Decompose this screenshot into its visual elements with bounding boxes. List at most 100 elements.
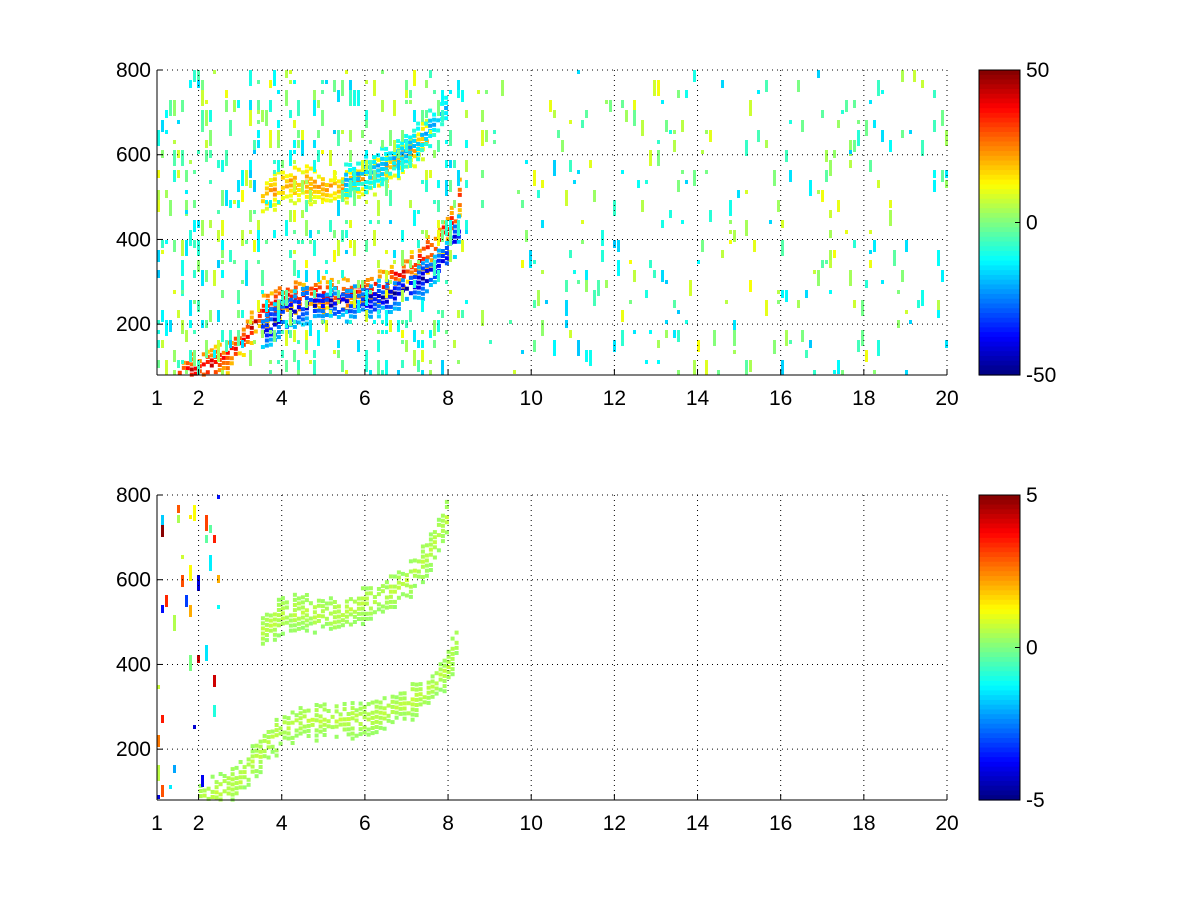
heatmap-cell: [368, 309, 373, 314]
heatmap-cell: [397, 160, 400, 176]
heatmap-cell: [300, 605, 305, 610]
heatmap-cell: [257, 300, 260, 312]
heatmap-cell: [229, 250, 232, 262]
heatmap-cell: [209, 110, 212, 122]
heatmap-cell: [272, 622, 277, 627]
heatmap-cell: [421, 350, 424, 362]
heatmap-cell: [376, 602, 381, 607]
heatmap-cell: [361, 130, 364, 138]
heatmap-cell: [825, 150, 828, 162]
heatmap-cell: [296, 315, 301, 320]
heatmap-cell: [392, 291, 397, 296]
heatmap-cell: [408, 142, 413, 147]
colorbar-segment: [979, 293, 1020, 300]
heatmap-cell: [300, 620, 305, 625]
heatmap-cell: [360, 586, 365, 591]
heatmap-cell: [202, 788, 207, 793]
heatmap-cell: [364, 586, 369, 591]
heatmap-cell: [372, 292, 377, 297]
heatmap-cell: [445, 220, 448, 236]
heatmap-cell: [332, 291, 337, 296]
heatmap-cell: [253, 240, 256, 252]
heatmap-cell: [685, 180, 688, 184]
heatmap-cell: [206, 786, 211, 791]
heatmap-cell: [509, 320, 512, 324]
heatmap-cell: [262, 733, 267, 738]
heatmap-cell: [420, 296, 425, 301]
heatmap-cell: [193, 270, 196, 278]
heatmap-cell: [440, 539, 445, 544]
heatmap-cell: [777, 300, 780, 304]
heatmap-cell: [457, 170, 460, 186]
heatmap-cell: [356, 169, 361, 174]
heatmap-cell: [309, 230, 312, 238]
heatmap-cell: [337, 300, 340, 304]
heatmap-cell: [292, 603, 297, 607]
heatmap-cell: [292, 201, 297, 206]
heatmap-cell: [318, 724, 323, 729]
heatmap-cell: [205, 515, 208, 531]
heatmap-cell: [294, 733, 299, 738]
heatmap-cell: [376, 607, 381, 612]
heatmap-cell: [238, 770, 243, 775]
heatmap-cell: [177, 505, 180, 513]
heatmap-cell: [424, 553, 429, 558]
band-0: [198, 630, 459, 802]
heatmap-cell: [342, 727, 347, 732]
heatmap-cell: [877, 180, 880, 188]
heatmap-cell: [369, 297, 374, 302]
heatmap-cell: [276, 623, 281, 628]
heatmap-cell: [374, 714, 379, 719]
heatmap-cells: [157, 495, 459, 802]
heatmap-cell: [289, 210, 292, 222]
heatmap-cell: [260, 319, 265, 324]
heatmap-cell: [356, 606, 361, 611]
heatmap-cell: [450, 636, 455, 641]
heatmap-cell: [414, 687, 419, 692]
heatmap-cell: [565, 320, 568, 328]
heatmap-cell: [813, 370, 816, 375]
heatmap-cell: [408, 589, 413, 594]
x-tick-label: 8: [442, 812, 454, 835]
heatmap-cell: [465, 230, 468, 234]
heatmap-cell: [373, 180, 376, 188]
grid-lines: [157, 494, 948, 800]
heatmap-cell: [424, 124, 429, 129]
heatmap-cell: [825, 170, 828, 182]
heatmap-cell: [293, 210, 296, 222]
heatmap-cell: [416, 132, 421, 137]
heatmap-cell: [297, 130, 300, 138]
heatmap-cell: [481, 170, 484, 178]
heatmap-cell: [374, 725, 379, 729]
heatmap-cell: [370, 731, 375, 736]
heatmap-cell: [426, 685, 431, 690]
heatmap-cell: [392, 584, 397, 589]
heatmap-cell: [185, 361, 190, 366]
heatmap-cell: [280, 196, 285, 200]
heatmap-cell: [745, 190, 748, 194]
heatmap-cell: [380, 589, 385, 594]
heatmap-cell: [849, 150, 852, 154]
colorbar-segment: [979, 160, 1020, 166]
heatmap-cell: [633, 100, 636, 116]
heatmap-cell: [402, 716, 407, 721]
heatmap-cell: [705, 360, 708, 375]
heatmap-cell: [221, 270, 224, 278]
heatmap-cell: [316, 619, 321, 623]
heatmap-cell: [277, 120, 280, 128]
heatmap-cell: [304, 291, 309, 295]
heatmap-cell: [410, 707, 415, 712]
heatmap-cell: [345, 310, 348, 314]
heatmap-cell: [629, 300, 632, 304]
colorbar-segment: [979, 595, 1020, 601]
heatmap-cell: [305, 300, 308, 308]
heatmap-cell: [302, 724, 307, 729]
heatmap-cell: [545, 300, 548, 304]
heatmap-cell: [645, 180, 648, 184]
heatmap-cell: [429, 253, 434, 258]
heatmap-cell: [318, 729, 323, 734]
heatmap-cell: [414, 692, 419, 697]
heatmap-cell: [360, 606, 365, 611]
heatmap-cell: [581, 240, 584, 244]
heatmap-cell: [541, 220, 544, 228]
